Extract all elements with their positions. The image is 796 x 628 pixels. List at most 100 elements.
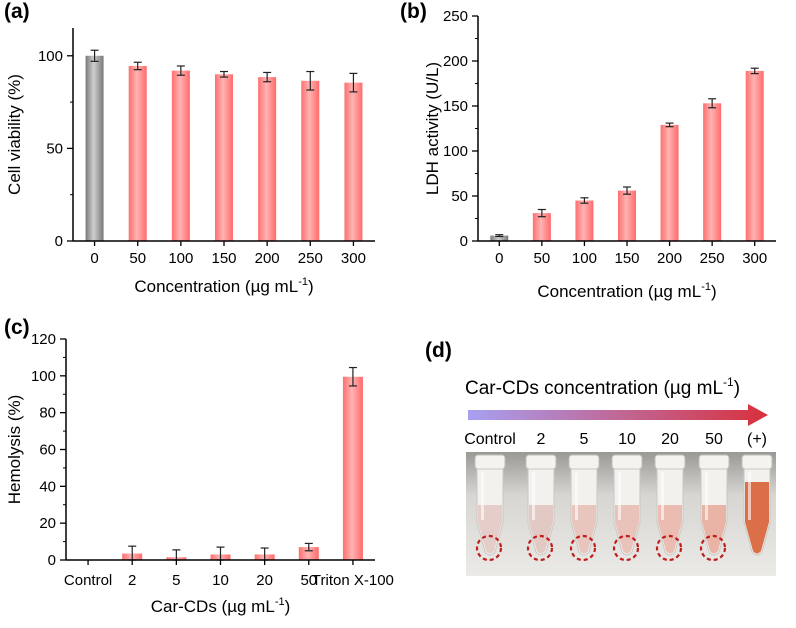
panel-label-b: (b) [400,0,427,23]
y-tick-label-b-4: 200 [443,53,468,70]
concentration-arrow [468,404,768,426]
y-tick-label-b-3: 150 [443,98,468,115]
x-tick-label-c-1: 2 [128,572,136,589]
y-axis-title-b: LDH activity (U/L) [423,62,442,195]
x-tick-label-a-5: 250 [298,250,323,267]
x-tick-label-b-2: 100 [572,250,597,267]
tube-highlight-2 [575,472,578,520]
tube-cap-3 [611,454,643,470]
y-axis-title-a: Cell viability (%) [5,74,24,195]
bar-a-4 [258,77,277,241]
tube-3 [611,454,643,562]
bar-b-5 [703,103,722,241]
y-tick-label-a-1: 50 [46,140,63,157]
x-tick-label-a-4: 200 [255,250,280,267]
tube-highlight-5 [705,472,708,520]
x-tick-label-c-2: 5 [172,572,180,589]
tube-cap-6 [741,454,773,470]
tube-highlight-1 [532,472,535,520]
x-tick-label-b-4: 200 [657,250,682,267]
x-tick-label-b-6: 300 [742,250,767,267]
tube-4 [654,454,686,562]
x-axis-title-b: Concentration (µg mL-1) [537,281,716,301]
x-tick-label-a-6: 300 [341,250,366,267]
x-tick-label-c-3: 10 [212,572,229,589]
x-tick-label-a-0: 0 [90,250,98,267]
x-tick-label-c-5: 50 [300,572,317,589]
y-tick-label-c-4: 80 [39,405,56,422]
tube-1 [525,454,557,562]
y-tick-label-a-0: 0 [55,233,63,250]
bar-b-2 [575,200,594,241]
tube-highlight-3 [618,472,621,520]
x-tick-label-c-6: Triton X-100 [312,572,394,589]
x-tick-label-a-2: 100 [168,250,193,267]
panel-label-a: (a) [4,0,30,23]
tube-6 [741,454,773,556]
tube-cap-5 [698,454,730,470]
bar-c-5 [298,547,319,560]
x-axis-title-c: Car-CDs (µg mL-1) [151,596,291,616]
bar-c-6 [342,376,363,560]
x-tick-label-b-3: 150 [614,250,639,267]
y-tick-label-b-0: 0 [460,233,468,250]
y-tick-label-a-2: 100 [38,48,63,65]
tube-2 [568,454,600,562]
tube-highlight-4 [661,472,664,520]
photo-panel-d: (d) Car-CDs concentration (µg mL-1) Contro… [425,339,776,576]
x-tick-label-c-4: 20 [256,572,273,589]
x-axis-title-a: Concentration (µg mL-1) [134,276,313,296]
panel-label-c: (c) [4,316,30,339]
tube-label-5: 50 [705,431,723,448]
tube-0 [474,454,506,562]
x-tick-label-b-0: 0 [495,250,503,267]
tube-label-1: 2 [537,431,546,448]
bar-a-3 [215,74,233,241]
y-tick-label-c-6: 120 [31,331,56,348]
x-tick-label-b-1: 50 [534,250,551,267]
tube-label-6: (+) [747,431,767,448]
tube-highlight-0 [481,472,484,520]
y-tick-label-b-5: 250 [443,8,468,25]
panel-label-d: (d) [425,339,452,362]
sediment-circle-3 [612,534,640,562]
photo-title: Car-CDs concentration (µg mL-1) [465,375,740,399]
tube-5 [698,454,730,562]
tube-label-0: Control [464,431,516,448]
y-tick-label-c-2: 40 [39,478,56,495]
bar-a-5 [301,80,320,241]
sediment-circle-4 [655,534,683,562]
y-tick-label-c-3: 60 [39,442,56,459]
bar-a-1 [128,65,147,241]
bar-b-1 [532,213,551,241]
x-tick-label-b-5: 250 [700,250,725,267]
tube-cap-4 [654,454,686,470]
x-tick-label-a-3: 150 [211,250,236,267]
sediment-circle-2 [569,534,597,562]
bar-b-4 [660,124,679,241]
bar-b-6 [745,70,764,242]
tube-highlight-6 [748,472,751,520]
bar-a-6 [344,82,363,241]
bar-b-0 [490,235,509,241]
y-tick-label-b-1: 50 [451,188,468,205]
sediment-circle-5 [699,534,727,562]
sediment-circle-1 [526,534,554,562]
tube-label-2: 5 [580,431,589,448]
bar-a-0 [85,55,104,241]
tube-label-3: 10 [618,431,636,448]
tube-cap-1 [525,454,557,470]
y-tick-label-c-5: 100 [31,368,56,385]
y-axis-title-c: Hemolysis (%) [5,395,24,505]
tube-cap-0 [474,454,506,470]
bar-a-2 [171,70,190,241]
y-tick-label-c-1: 20 [39,515,56,532]
y-tick-label-c-0: 0 [48,552,56,569]
tube-cap-2 [568,454,600,470]
y-tick-label-b-2: 100 [443,143,468,160]
chart-panel-b: 0 50 100 150 200 250 300 0 50 100 150 200 250 (b) Conc… [400,0,776,301]
x-tick-label-c-0: Control [64,572,112,589]
bar-b-3 [618,190,636,241]
